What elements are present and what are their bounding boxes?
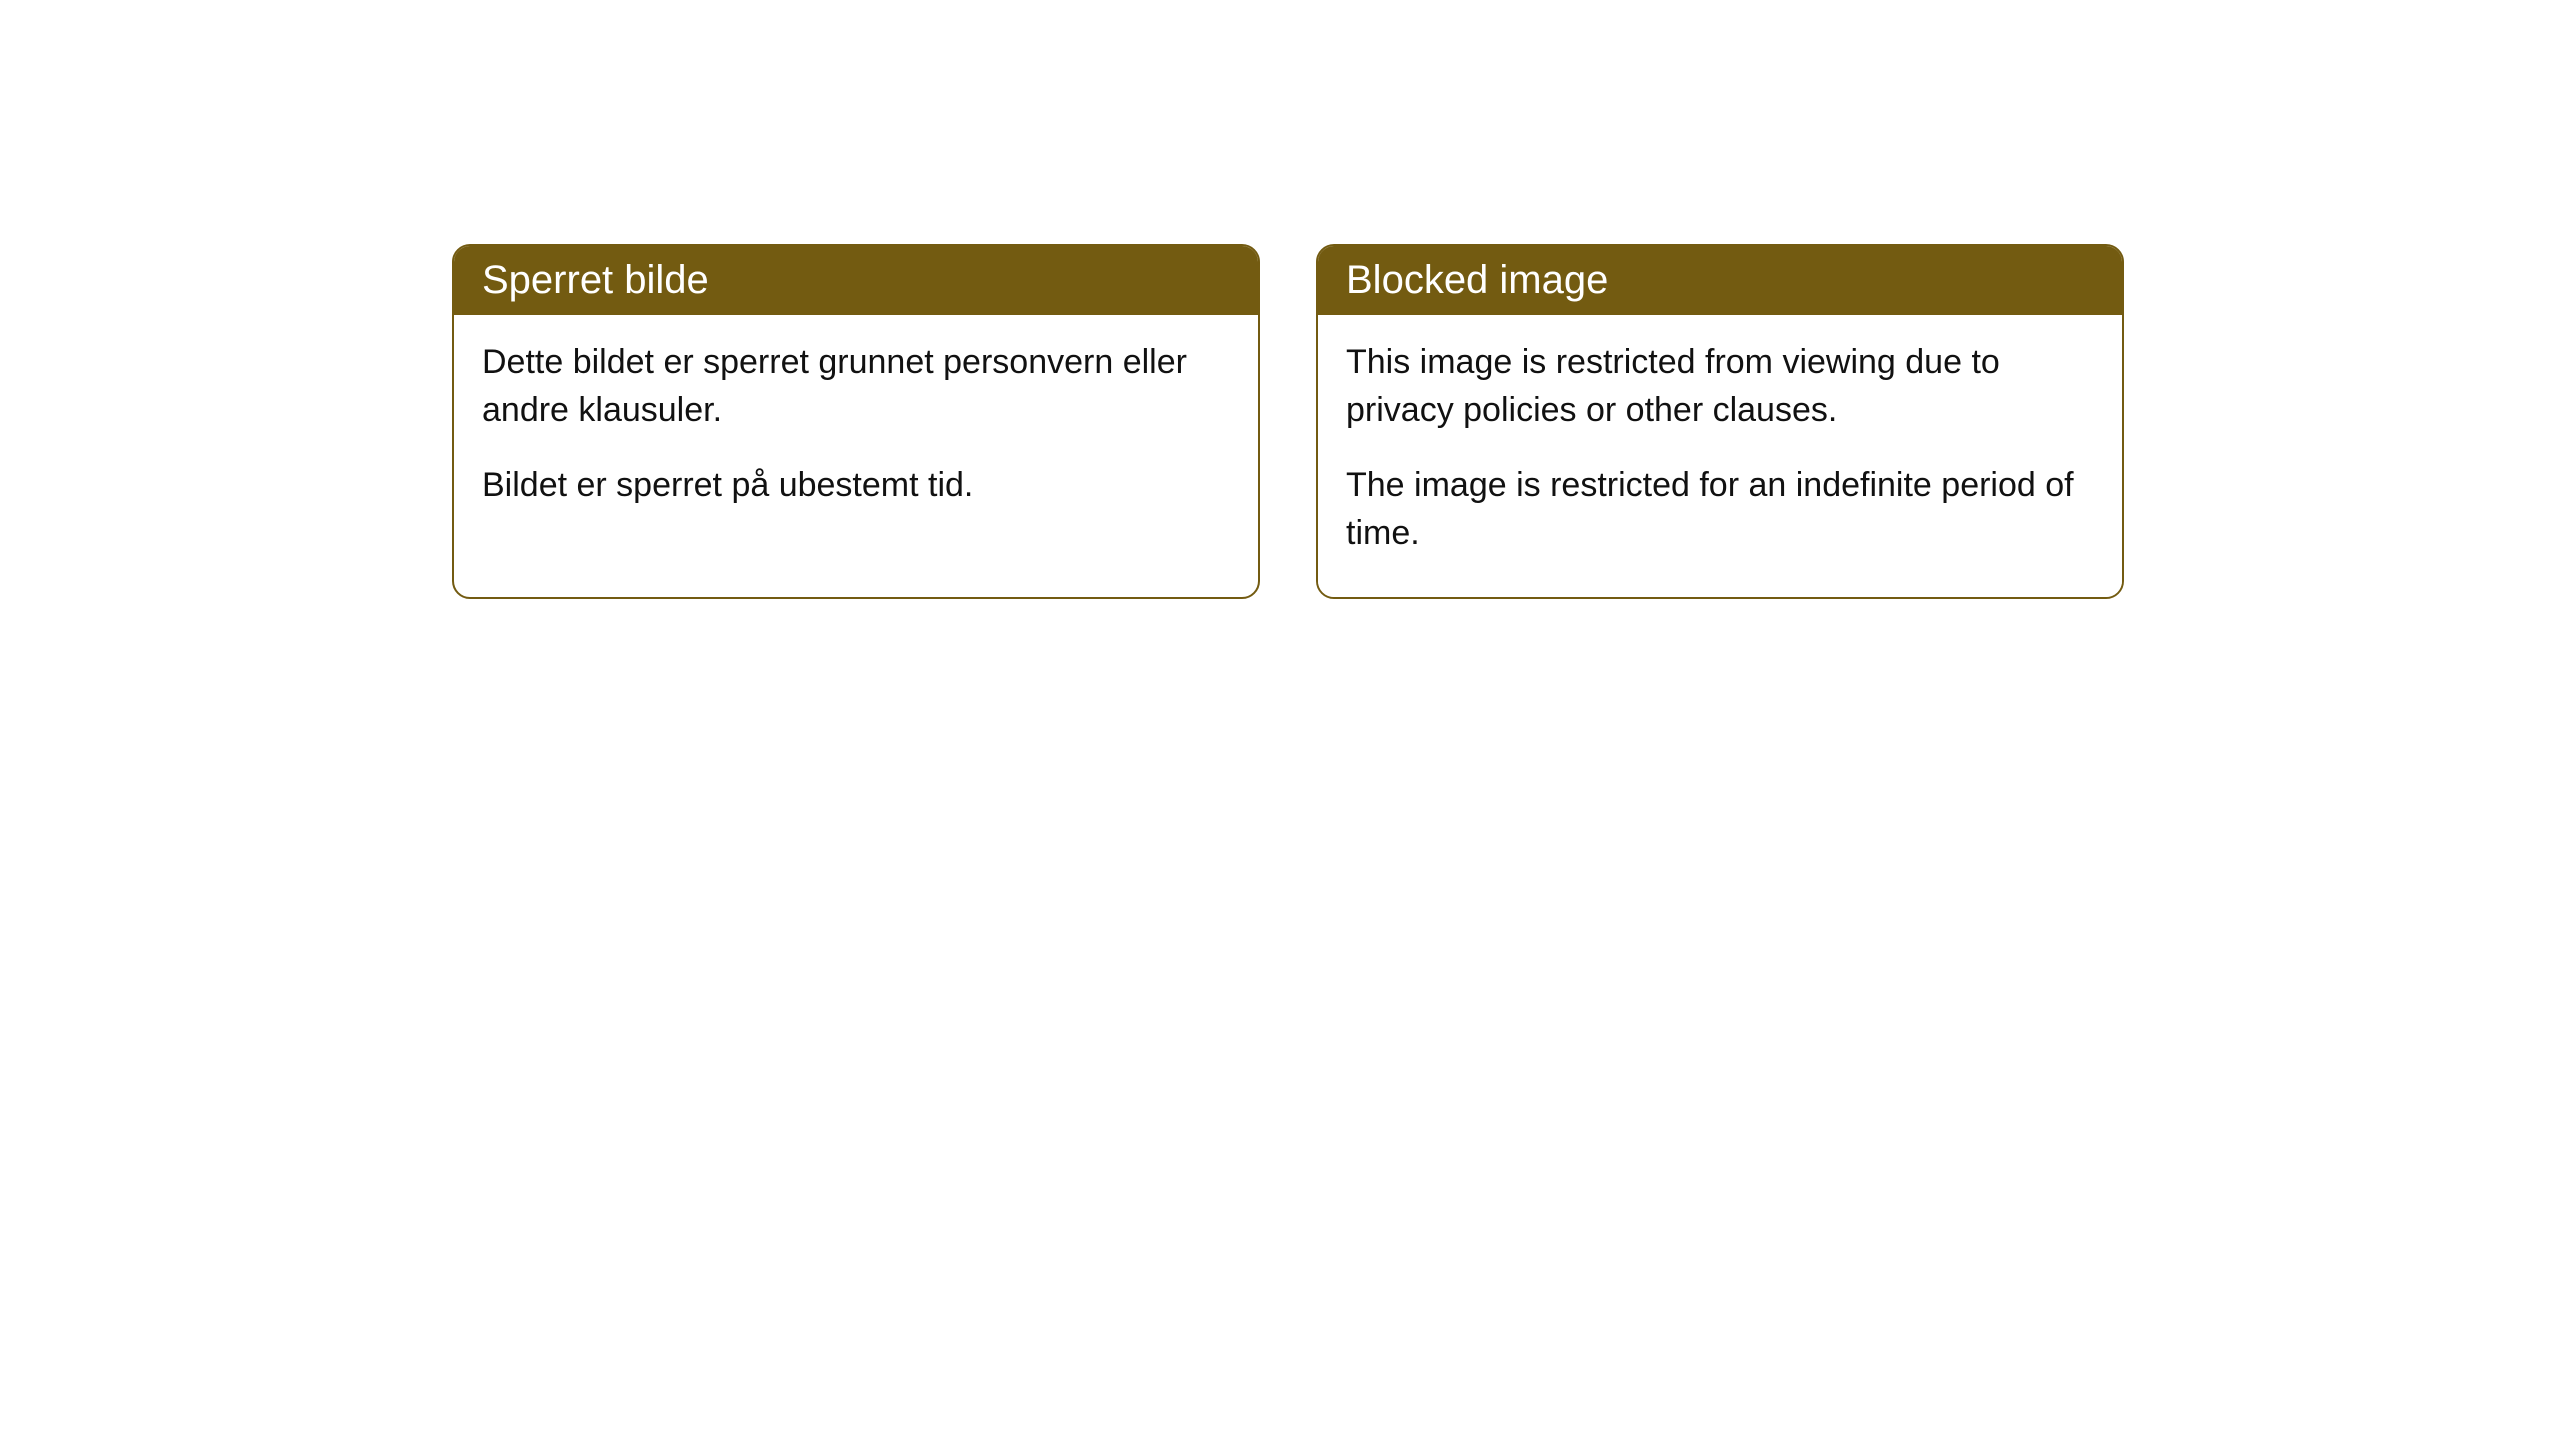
card-paragraph: The image is restricted for an indefinit… bbox=[1346, 462, 2094, 557]
card-title: Sperret bilde bbox=[482, 258, 709, 302]
card-header-english: Blocked image bbox=[1318, 246, 2122, 315]
card-paragraph: Dette bildet er sperret grunnet personve… bbox=[482, 339, 1230, 434]
card-paragraph: This image is restricted from viewing du… bbox=[1346, 339, 2094, 434]
blocked-image-card-norwegian: Sperret bilde Dette bildet er sperret gr… bbox=[452, 244, 1260, 599]
card-body-norwegian: Dette bildet er sperret grunnet personve… bbox=[454, 315, 1258, 550]
blocked-image-card-english: Blocked image This image is restricted f… bbox=[1316, 244, 2124, 599]
cards-container: Sperret bilde Dette bildet er sperret gr… bbox=[452, 244, 2124, 599]
card-header-norwegian: Sperret bilde bbox=[454, 246, 1258, 315]
card-paragraph: Bildet er sperret på ubestemt tid. bbox=[482, 462, 1230, 510]
card-title: Blocked image bbox=[1346, 258, 1608, 302]
card-body-english: This image is restricted from viewing du… bbox=[1318, 315, 2122, 597]
